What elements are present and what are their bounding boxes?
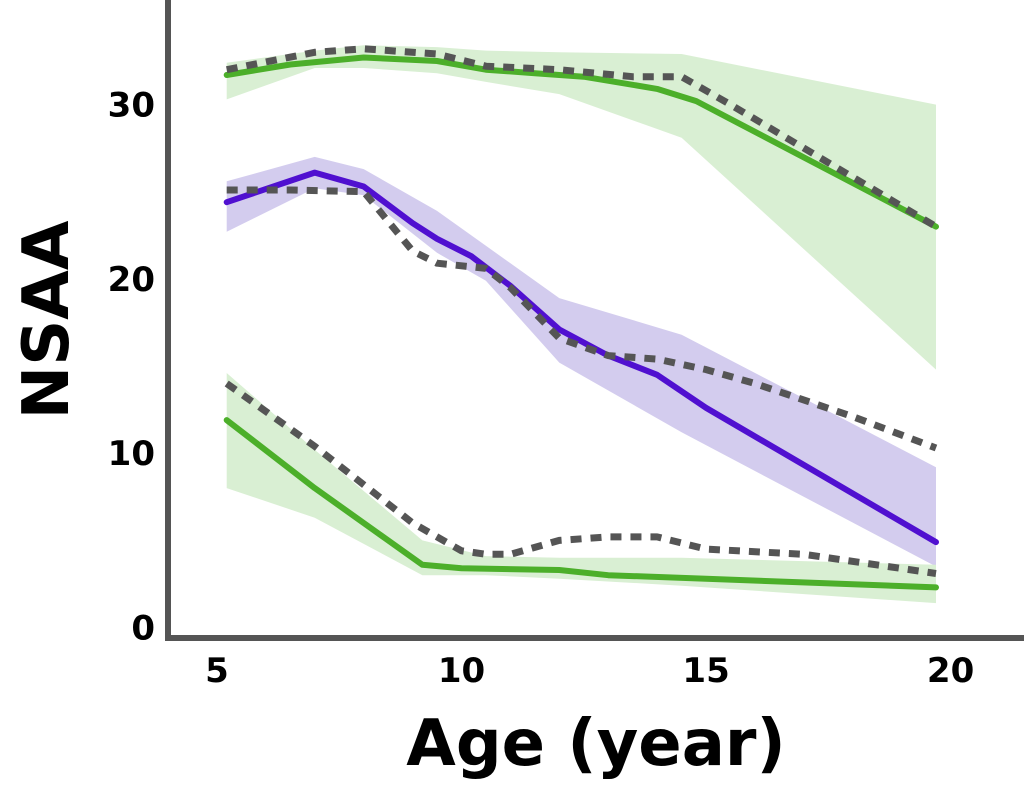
series-lines [223, 45, 939, 591]
x-tick-label: 10 [438, 651, 485, 691]
confidence-band-1 [226, 45, 936, 370]
y-tick-label: 20 [108, 260, 155, 300]
series-line-1 [223, 54, 939, 230]
confidence-band-3 [226, 373, 936, 604]
x-tick-label: 20 [927, 651, 974, 691]
y-tick-label: 30 [108, 86, 155, 126]
confidence-bands [226, 45, 936, 604]
dotted-series-line-6 [224, 380, 937, 577]
y-tick-label: 0 [131, 609, 155, 649]
x-axis-title: Age (year) [406, 707, 785, 781]
confidence-band-2 [226, 156, 936, 567]
x-tick-labels: 5 10 15 20 [205, 651, 974, 691]
y-tick-label: 10 [108, 434, 155, 474]
y-axis-title: NSAA [10, 220, 84, 419]
dotted-series-line-4 [226, 45, 938, 230]
series-line-2 [223, 169, 939, 546]
series-line-3 [223, 417, 939, 591]
x-tick-label: 15 [682, 651, 729, 691]
y-tick-labels: 0 10 20 30 [108, 86, 155, 649]
dotted-series-line-5 [226, 186, 938, 452]
x-tick-label: 5 [205, 651, 229, 691]
